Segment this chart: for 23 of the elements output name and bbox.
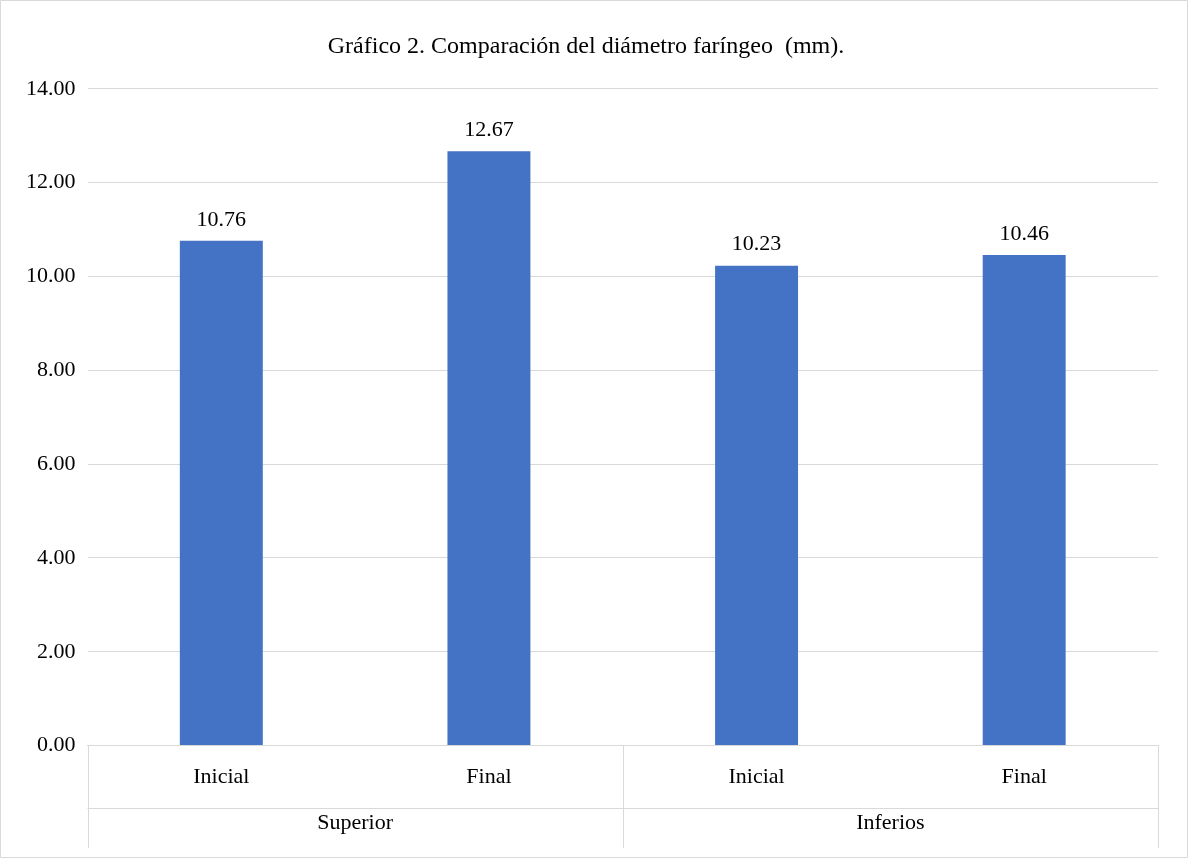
chart-title: Gráfico 2. Comparación del diámetro faríngeo (mm).	[327, 31, 845, 58]
bar	[447, 151, 531, 746]
data-label: 10.76	[196, 205, 247, 231]
y-tick-label: 0.00	[37, 731, 76, 757]
y-tick-label: 10.00	[26, 262, 76, 288]
x-tick-label: Final	[466, 762, 512, 788]
data-label: 10.23	[731, 230, 782, 256]
bar	[715, 265, 799, 746]
y-tick-label: 4.00	[37, 543, 76, 569]
y-tick-label: 6.00	[37, 449, 76, 475]
bar	[179, 240, 263, 746]
x-tick-label: Inicial	[193, 762, 250, 788]
data-label: 10.46	[999, 219, 1049, 245]
bar	[982, 254, 1066, 746]
x-tick-label: Inicial	[728, 762, 785, 788]
y-tick-label: 12.00	[26, 168, 76, 194]
data-label: 12.67	[464, 115, 514, 141]
y-tick-label: 8.00	[37, 356, 76, 382]
text: Superior	[317, 809, 394, 835]
text: Inferios	[856, 809, 925, 835]
y-tick-label: 14.00	[26, 74, 76, 100]
x-tick-label: Final	[1001, 762, 1047, 788]
y-tick-label: 2.00	[37, 637, 76, 663]
